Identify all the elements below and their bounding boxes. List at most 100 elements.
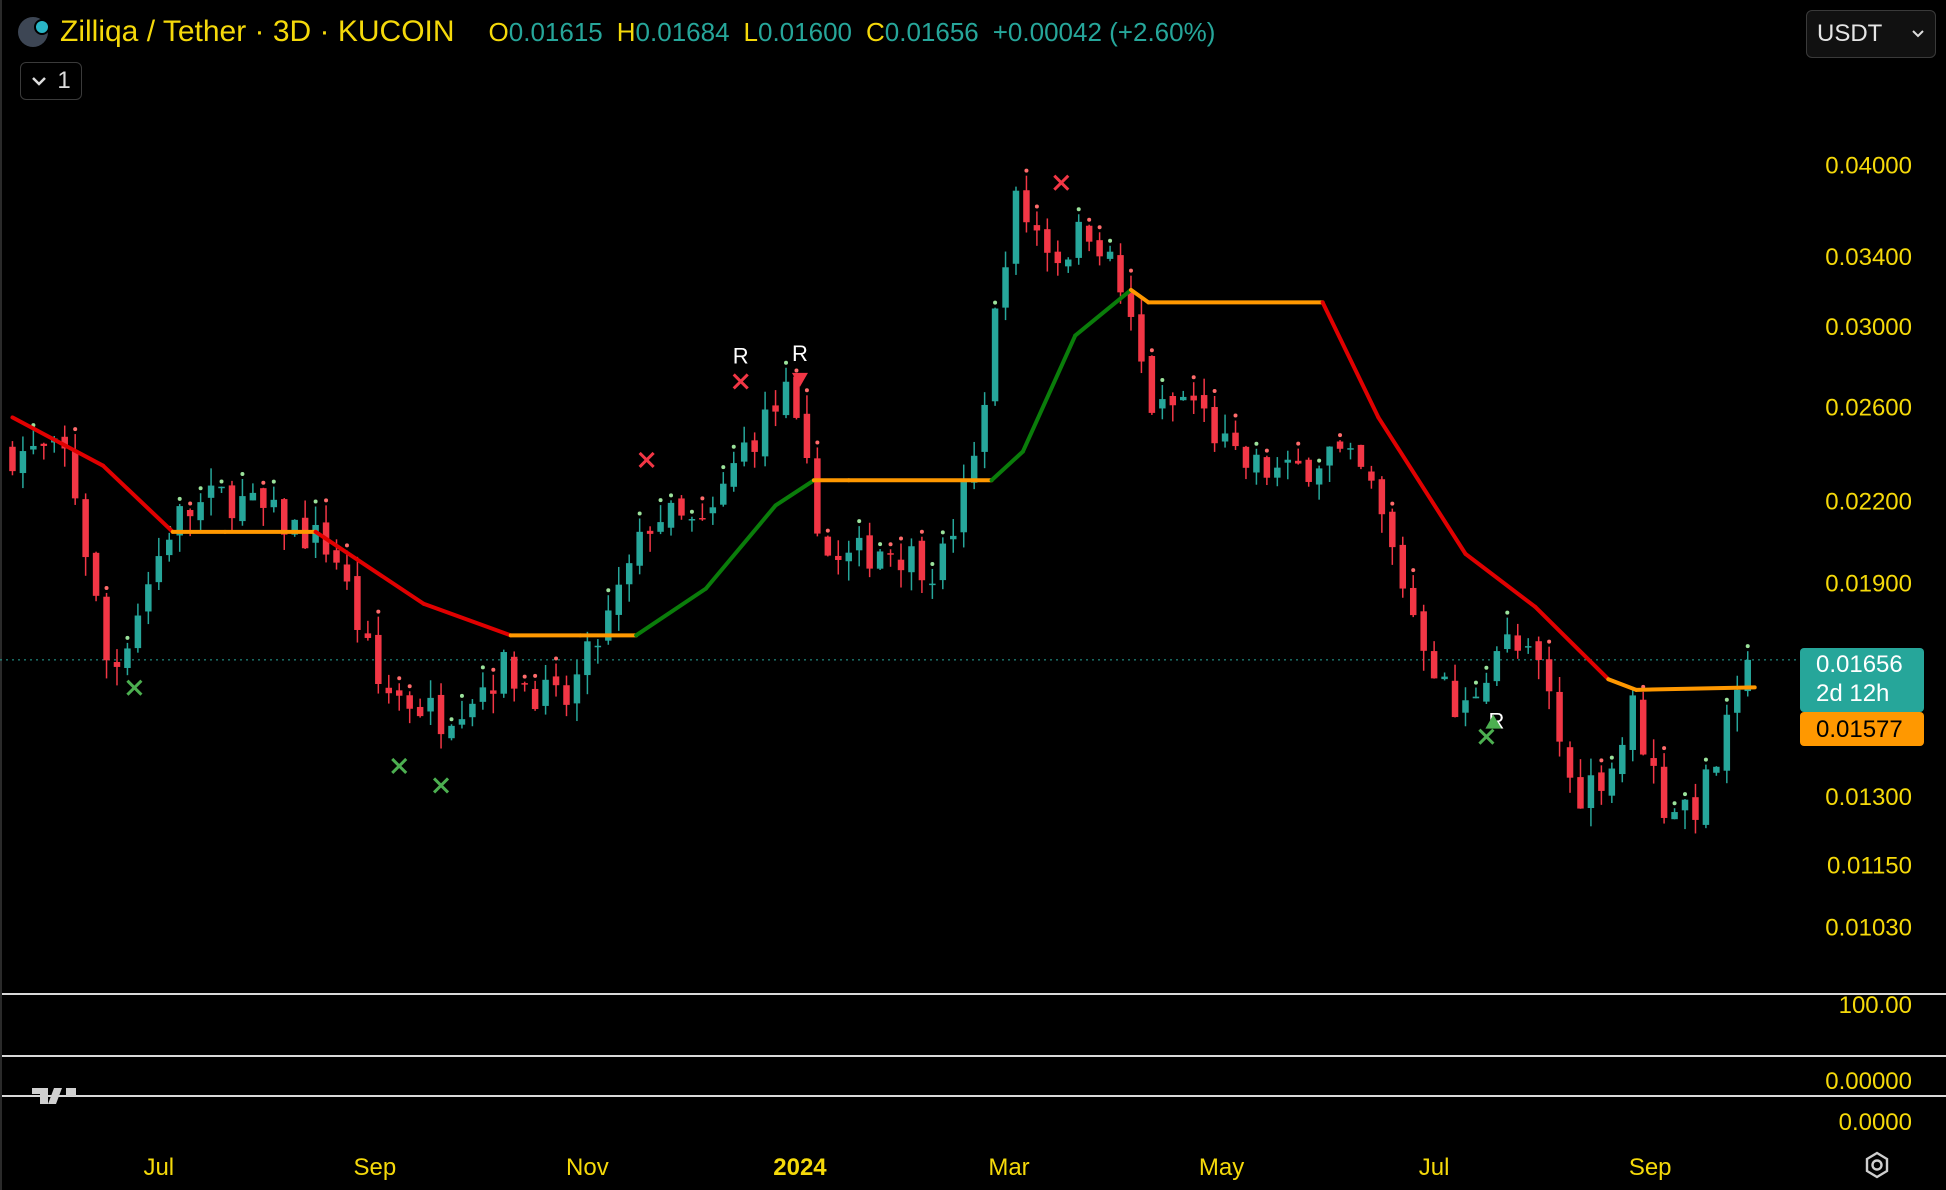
signal-dot <box>407 684 412 689</box>
supertrend-segment <box>1020 333 1078 454</box>
supertrend-segment <box>1463 551 1538 609</box>
symbol-title[interactable]: Zilliqa / Tether · 3D · KUCOIN <box>60 15 455 48</box>
candle-body <box>1713 766 1720 773</box>
signal-dot <box>261 480 266 485</box>
candle-body <box>772 405 779 412</box>
candle-body <box>103 596 110 661</box>
candle-body <box>1420 611 1427 651</box>
signal-dot <box>125 635 130 640</box>
candle-body <box>981 404 988 452</box>
candle-body <box>1619 744 1626 775</box>
candle-body <box>542 679 549 706</box>
candle-body <box>9 446 16 472</box>
signal-dot <box>1097 225 1102 230</box>
candle-body <box>1305 459 1312 482</box>
signal-dot <box>1264 448 1269 453</box>
currency-select[interactable]: USDT <box>1806 10 1936 58</box>
candle-body <box>1587 775 1595 809</box>
signal-dot <box>1672 801 1677 806</box>
candle-body <box>155 556 163 583</box>
supertrend-line <box>10 287 1757 692</box>
signal-dot <box>1233 413 1238 418</box>
signal-dot <box>1254 441 1259 446</box>
candle-body <box>866 535 873 569</box>
signal-dot <box>554 656 559 661</box>
candle-body <box>1263 457 1271 478</box>
candle-body <box>281 499 288 535</box>
candle-body <box>343 564 351 582</box>
signal-dot <box>899 536 903 541</box>
candle-body <box>1085 225 1093 242</box>
candle-body <box>531 688 539 710</box>
supertrend-segment <box>1128 287 1151 305</box>
candle-body <box>1430 651 1438 679</box>
signal-dot <box>1724 697 1729 702</box>
currency-value: USDT <box>1817 20 1883 47</box>
signal-dot <box>397 676 402 681</box>
signal-dot <box>1191 375 1196 380</box>
signal-dot <box>606 588 611 593</box>
close-key: C <box>865 16 885 47</box>
candle-body <box>552 676 560 686</box>
price-tick-label: 0.01300 <box>1825 784 1912 811</box>
candle-body <box>1127 292 1135 317</box>
candle-body <box>1734 689 1741 713</box>
candle-body <box>1723 714 1731 771</box>
last-price-tag: 0.01656 2d 12h <box>1800 648 1924 712</box>
candle-body <box>395 690 403 696</box>
signal-dot <box>825 528 830 533</box>
signal-dot <box>1745 644 1750 649</box>
candle-body <box>824 536 832 556</box>
candle-body <box>1660 766 1668 818</box>
symbol-header: Zilliqa / Tether · 3D · KUCOIN O 0.01615 … <box>18 12 1215 52</box>
x-marker-icon <box>126 679 143 696</box>
signal-dot <box>794 368 799 373</box>
time-tick-label: Jul <box>1419 1154 1450 1181</box>
candle-body <box>1650 758 1657 766</box>
time-tick-label: Sep <box>353 1154 396 1181</box>
candle-body <box>71 450 79 499</box>
candle-body <box>134 615 142 649</box>
candle-body <box>1441 676 1448 680</box>
signal-dot <box>1390 501 1395 506</box>
candle-body <box>1577 777 1584 809</box>
price-axis: 0.04000 0.03400 0.03000 0.02600 0.02200 0.019… <box>1825 153 1912 1136</box>
indicator-collapse-button[interactable]: 1 <box>20 62 82 100</box>
settings-gear-icon[interactable] <box>1862 1150 1892 1180</box>
candle-body <box>657 522 664 532</box>
tradingview-logo-icon[interactable] <box>32 1088 82 1104</box>
high-value: 0.01684 <box>635 16 730 47</box>
supertrend-segment <box>989 449 1025 483</box>
supertrend-segment <box>313 529 426 606</box>
signal-dot <box>177 496 182 501</box>
candle-body <box>835 555 842 560</box>
signal-dot <box>637 511 642 516</box>
price-tick-label: 0.03000 <box>1825 314 1912 341</box>
candle-body <box>897 559 905 571</box>
signal-dot <box>533 673 538 678</box>
triangle-up-icon <box>1485 714 1502 729</box>
candle-body <box>887 553 894 555</box>
x-marker-icon <box>391 757 408 775</box>
time-tick-label: Sep <box>1629 1154 1672 1181</box>
candle-body <box>584 641 591 676</box>
supertrend-segment <box>1533 604 1611 682</box>
signal-dot <box>1034 204 1039 209</box>
signal-dot <box>1411 568 1416 573</box>
signal-dot <box>491 667 496 672</box>
candle-body <box>1336 441 1344 449</box>
price-tick-label: 0.01030 <box>1825 915 1912 942</box>
candle-body <box>260 488 267 508</box>
candle-body <box>61 436 68 449</box>
candle-body <box>1159 399 1166 409</box>
low-value: 0.01600 <box>758 16 852 47</box>
indicator-count: 1 <box>57 67 71 94</box>
candle-body <box>1368 471 1375 481</box>
candle-body <box>270 499 278 508</box>
price-tick-label: 0.02600 <box>1825 395 1912 422</box>
candle-body <box>176 506 183 536</box>
signal-dot <box>940 530 945 535</box>
supertrend-price-tag: 0.01577 <box>1800 712 1924 746</box>
candle-body <box>970 455 978 483</box>
